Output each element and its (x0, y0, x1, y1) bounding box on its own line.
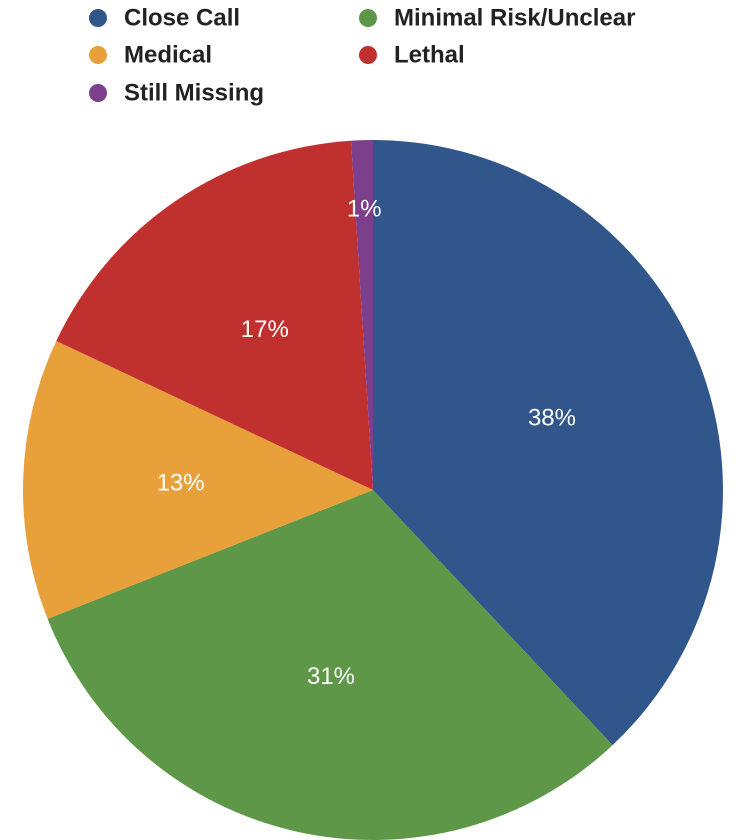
slice-label: 1% (347, 195, 382, 222)
legend-label: Minimal Risk/Unclear (394, 4, 635, 31)
legend-label: Still Missing (124, 79, 264, 106)
legend-marker (359, 9, 377, 27)
legend-label: Close Call (124, 4, 240, 31)
pie-slice (351, 140, 373, 490)
pie-slice (373, 140, 724, 746)
legend-marker (359, 46, 377, 64)
slice-label: 31% (307, 663, 355, 690)
pie-slice (47, 490, 613, 840)
slice-label: 17% (241, 316, 289, 343)
pie-slice (23, 340, 373, 619)
slice-label: 38% (528, 404, 576, 431)
pie-slice (56, 140, 373, 490)
legend-marker (89, 9, 107, 27)
legend-label: Medical (124, 41, 212, 68)
legend-marker (89, 46, 107, 64)
slice-label: 13% (157, 469, 205, 496)
legend-marker (89, 84, 107, 102)
legend-label: Lethal (394, 41, 465, 68)
